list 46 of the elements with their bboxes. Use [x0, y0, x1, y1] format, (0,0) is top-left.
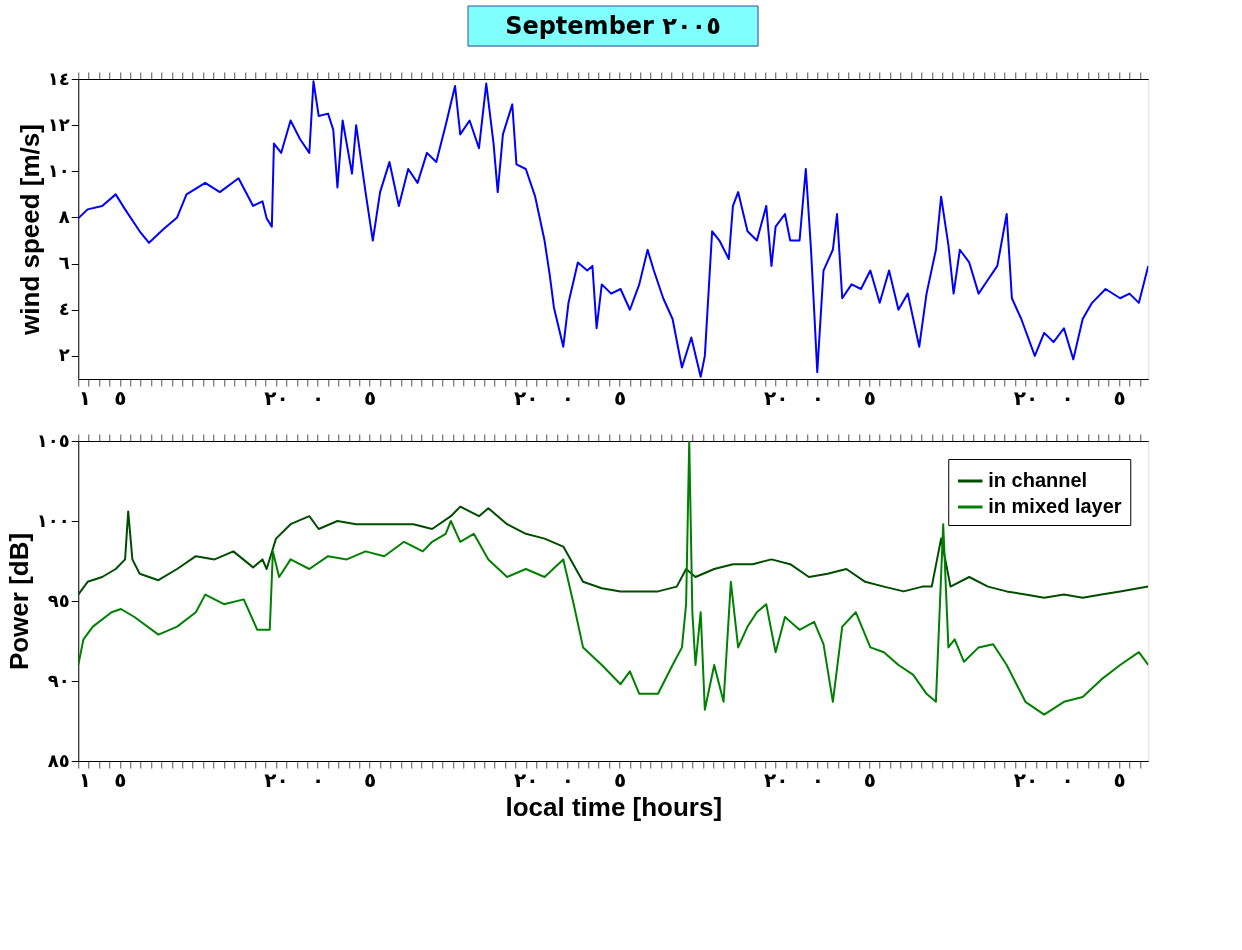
x-tick-label: ٥: [863, 767, 876, 792]
x-tick-label: ٢٠: [763, 767, 789, 792]
y-tick-label: ١٠٠: [36, 509, 70, 531]
y-tick-label: ١٤: [47, 67, 70, 89]
x-tick-label: ٢٠: [264, 385, 289, 410]
x-tick-label: ٠: [561, 767, 575, 792]
legend-label: in channel: [988, 469, 1088, 491]
x-tick-label: ٥: [1113, 767, 1126, 792]
x-tick-label: ٢٠: [514, 385, 539, 410]
y-tick-label: ١٠: [47, 159, 70, 181]
x-tick-label: ٥: [613, 767, 627, 792]
y-tick-label: ٦: [58, 252, 70, 274]
chart-title: September ٢٠٠٥: [505, 12, 721, 40]
x-tick-label: ٠: [811, 385, 824, 410]
x-tick-label: ٠: [1061, 767, 1074, 792]
x-tick-label: ٢٠: [264, 767, 289, 792]
x-axis-title: local time [hours]: [505, 791, 723, 822]
x-tick-label: ٢٠: [1013, 767, 1039, 792]
y-tick-label: ١٢: [47, 113, 70, 135]
x-tick-label: ٠: [1061, 385, 1074, 410]
y-tick-label: ١٠٥: [36, 429, 70, 451]
y-tick-label: ٨: [58, 205, 70, 227]
x-tick-label: ١: [78, 385, 91, 410]
x-tick-label: ٠: [312, 385, 325, 410]
x-tick-label: ٥: [863, 385, 876, 410]
y-axis-title: Power [dB]: [3, 532, 34, 671]
x-tick-label: ٠: [312, 767, 325, 792]
y-tick-label: ٢: [58, 344, 70, 366]
x-tick-label: ٥: [613, 385, 627, 410]
x-tick-label: ٥: [114, 767, 127, 792]
x-tick-label: ٠: [811, 767, 824, 792]
x-tick-label: ٢٠: [763, 385, 789, 410]
y-tick-label: ٩٥: [47, 589, 70, 611]
x-tick-label: ٢٠: [514, 767, 539, 792]
y-axis-title: wind speed [m/s]: [14, 124, 45, 336]
x-tick-label: ٥: [1113, 385, 1126, 410]
legend-label: in mixed layer: [988, 495, 1122, 517]
x-tick-label: ٥: [364, 767, 377, 792]
x-tick-label: ٥: [114, 385, 127, 410]
y-tick-label: ٨٥: [47, 749, 70, 771]
y-tick-label: ٤: [58, 298, 70, 320]
x-tick-label: ٠: [561, 385, 575, 410]
x-tick-label: ١: [78, 767, 91, 792]
x-tick-label: ٥: [364, 385, 377, 410]
x-tick-label: ٢٠: [1013, 385, 1039, 410]
y-tick-label: ٩٠: [47, 669, 70, 691]
